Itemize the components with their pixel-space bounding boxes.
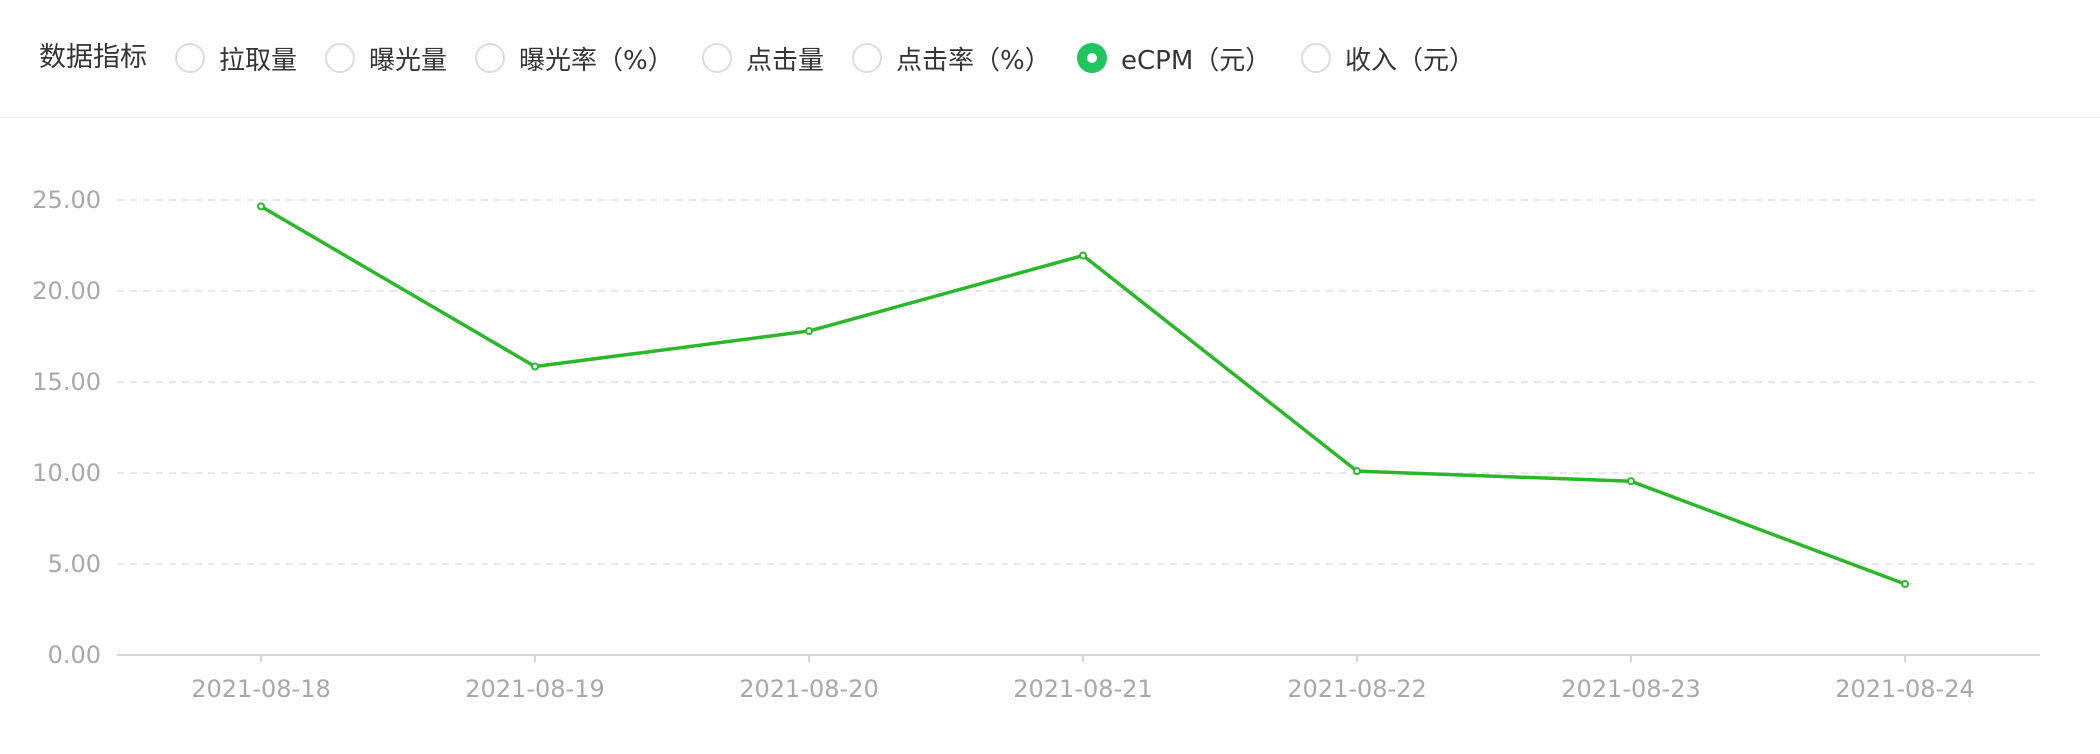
radio-impressions[interactable]: 曝光量 [325,38,447,78]
y-tick-label: 15.00 [32,368,101,396]
data-point [1627,477,1635,486]
radio-label: 拉取量 [219,45,298,76]
radio-label: 曝光率（%） [519,45,674,76]
chart-svg: 0.00 5.00 10.00 15.00 20.00 25.00 2021-08-18 20… [32,186,2040,703]
radio-circle-icon [475,43,505,73]
radio-circle-icon [175,43,205,73]
metric-filter-bar: 数据指标 拉取量 曝光量 曝光率（%） 点击量 点击率（%） eCPM（元） 收… [0,0,2100,118]
radio-label: 曝光量 [369,45,448,76]
radio-circle-icon [325,43,355,73]
x-tick-label: 2021-08-22 [1287,675,1426,703]
data-point [1353,467,1361,476]
data-point [531,362,539,371]
radio-clicks[interactable]: 点击量 [702,38,824,78]
radio-circle-icon [1301,43,1331,73]
data-point [257,202,265,211]
data-point [1901,580,1909,589]
radio-label: 点击率（%） [896,45,1051,76]
x-tick-label: 2021-08-19 [465,675,604,703]
radio-label: 收入（元） [1345,45,1476,76]
data-point [1079,251,1087,260]
y-tick-label: 20.00 [32,277,101,305]
radio-circle-icon [702,43,732,73]
ecpm-line-chart: 0.00 5.00 10.00 15.00 20.00 25.00 2021-08-18 20… [0,118,2100,750]
x-tick-label: 2021-08-20 [739,675,878,703]
series-line [260,204,1906,586]
radio-label: 点击量 [746,45,825,76]
y-tick-label: 5.00 [48,550,101,578]
x-tick-label: 2021-08-21 [1013,675,1152,703]
y-tick-label: 25.00 [32,186,101,214]
x-tick-label: 2021-08-18 [191,675,330,703]
radio-impression-rate[interactable]: 曝光率（%） [475,38,674,78]
radio-click-rate[interactable]: 点击率（%） [852,38,1051,78]
radio-pull-count[interactable]: 拉取量 [175,38,297,78]
data-point [805,327,813,336]
metric-filter-label: 数据指标 [39,42,147,73]
radio-ecpm[interactable]: eCPM（元） [1077,38,1271,78]
radio-revenue[interactable]: 收入（元） [1301,38,1475,78]
radio-checked-icon [1077,43,1107,73]
x-tick-label: 2021-08-23 [1561,675,1700,703]
y-tick-label: 10.00 [32,459,101,487]
x-tick-label: 2021-08-24 [1835,675,1974,703]
y-tick-label: 0.00 [48,641,101,669]
radio-circle-icon [852,43,882,73]
radio-label: eCPM（元） [1121,45,1272,76]
